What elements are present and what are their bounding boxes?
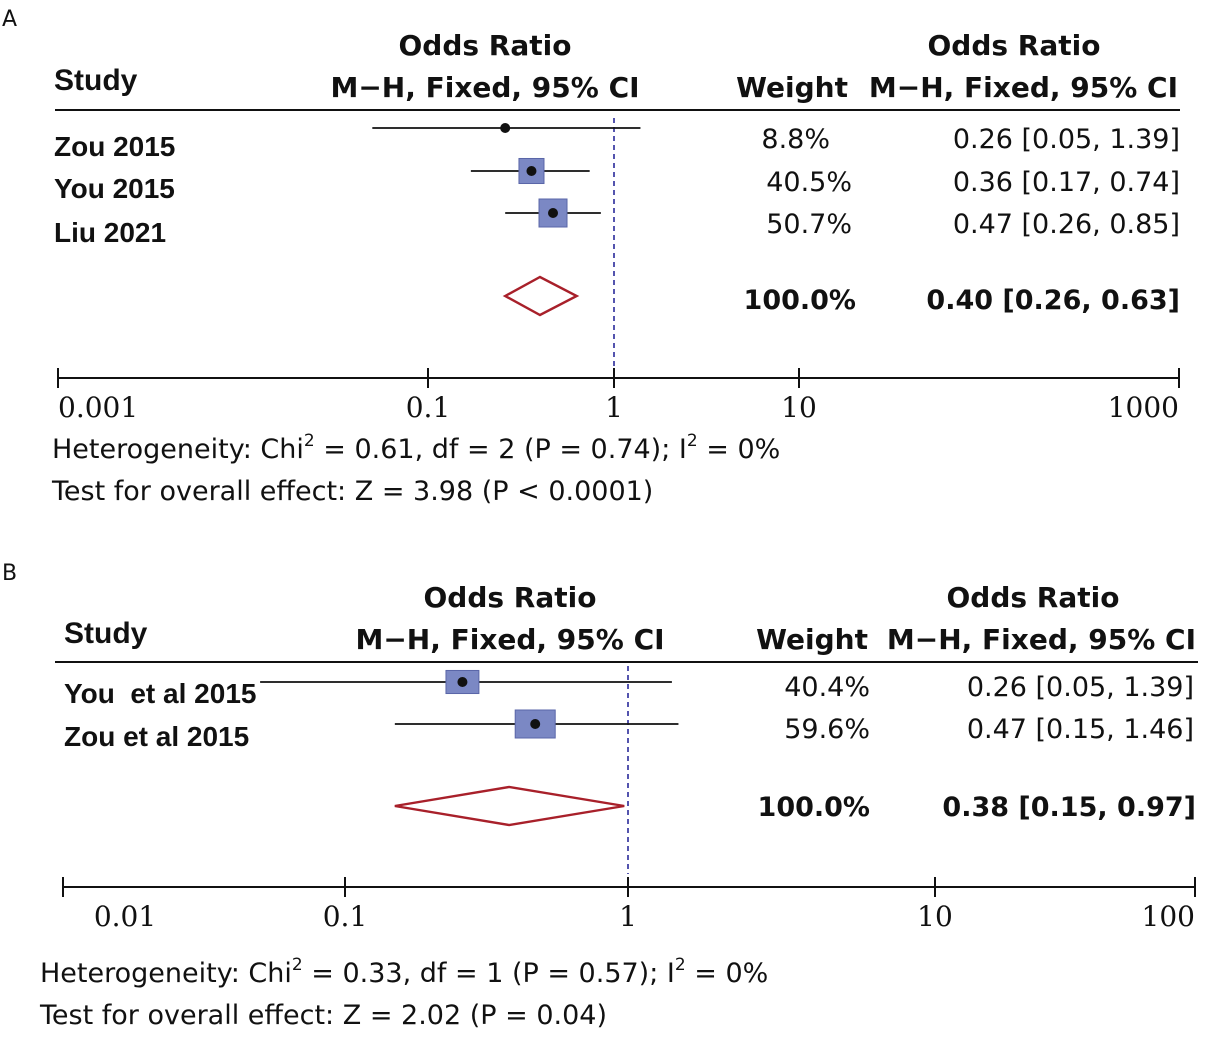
panel-b-study-name: Zou et al 2015 <box>64 721 249 752</box>
panel-b-heterogeneity-middle: = 0.33, df = 1 (P = 0.57); I <box>303 958 675 989</box>
panel-a-point-estimate <box>500 123 511 133</box>
panel-b-weight-value: 40.4% <box>784 672 870 703</box>
panel-b-tick-label: 0.01 <box>94 900 156 933</box>
panel-b-study-name: You et al 2015 <box>64 678 256 709</box>
panel-a-tick-label: 10 <box>781 391 817 424</box>
panel-a-plot-title-line1: Odds Ratio <box>399 29 572 62</box>
panel-a-tick-label: 1 <box>605 391 623 424</box>
panel-b-heterogeneity: Heterogeneity: Chi2 = 0.33, df = 1 (P = … <box>40 955 768 989</box>
panel-b-pooled-ci: 0.38 [0.15, 0.97] <box>942 792 1196 823</box>
panel-a-point-estimate <box>548 208 559 218</box>
panel-a-study-name: Zou 2015 <box>54 131 175 162</box>
panel-b-ci-title-line1: Odds Ratio <box>947 581 1120 614</box>
panel-a-ci-value: 0.26 [0.05, 1.39] <box>953 124 1180 155</box>
panel-a-pooled-weight: 100.0% <box>744 285 856 316</box>
panel-a-overall-effect: Test for overall effect: Z = 3.98 (P < 0… <box>51 476 653 507</box>
panel-b: B Odds Ratio M−H, Fixed, 95% CI Odds Rat… <box>2 561 1198 1031</box>
panel-b-ci-value: 0.47 [0.15, 1.46] <box>967 714 1194 745</box>
panel-a-heterogeneity-suffix: = 0% <box>698 434 781 465</box>
panel-a-pooled-ci: 0.40 [0.26, 0.63] <box>926 285 1180 316</box>
panel-a-heterogeneity: Heterogeneity: Chi2 = 0.61, df = 2 (P = … <box>52 431 780 465</box>
panel-a-plot-title-line2: M−H, Fixed, 95% CI <box>330 71 639 104</box>
panel-b-weight-header: Weight <box>756 623 868 656</box>
panel-a-ci-title-line2: M−H, Fixed, 95% CI <box>869 71 1178 104</box>
panel-a-point-estimate <box>526 166 537 176</box>
panel-b-letter: B <box>2 561 17 586</box>
panel-b-pooled-diamond <box>394 785 625 827</box>
panel-a-weight-value: 40.5% <box>766 167 852 198</box>
panel-b-ci-value: 0.26 [0.05, 1.39] <box>967 672 1194 703</box>
panel-b-tick-label: 1 <box>619 900 637 933</box>
panel-a-heterogeneity-sup2: 2 <box>687 431 698 451</box>
panel-b-heterogeneity-sup2: 2 <box>675 955 686 975</box>
panel-a-heterogeneity-prefix: Heterogeneity: Chi <box>52 434 304 465</box>
panel-a-weight-box <box>518 157 545 185</box>
panel-a-weight-value: 50.7% <box>766 209 852 240</box>
panel-b-heterogeneity-suffix: = 0% <box>686 958 769 989</box>
panel-a-study-name: Liu 2021 <box>54 217 166 248</box>
panel-b-pooled-weight: 100.0% <box>758 792 870 823</box>
panel-b-tick-label: 0.1 <box>323 900 368 933</box>
panel-a-study-header: Study <box>54 64 138 97</box>
panel-a-study-name: You 2015 <box>54 173 175 204</box>
panel-a-weight-header: Weight <box>736 71 848 104</box>
panel-b-tick-label: 100 <box>1142 900 1195 933</box>
panel-b-point-estimate <box>530 719 541 729</box>
panel-a-weight-value: 8.8% <box>761 124 830 155</box>
panel-b-study-header: Study <box>64 617 148 650</box>
panel-b-heterogeneity-sup1: 2 <box>292 955 303 975</box>
panel-a-tick-label: 1000 <box>1108 391 1179 424</box>
panel-b-heterogeneity-prefix: Heterogeneity: Chi <box>40 958 292 989</box>
panel-b-ci-title-line2: M−H, Fixed, 95% CI <box>887 623 1196 656</box>
panel-a-heterogeneity-sup1: 2 <box>304 431 315 451</box>
panel-a-heterogeneity-middle: = 0.61, df = 2 (P = 0.74); I <box>315 434 687 465</box>
panel-a-pooled-diamond <box>502 275 580 317</box>
panel-a-tick-label: 0.001 <box>58 391 138 424</box>
panel-a-ci-value: 0.47 [0.26, 0.85] <box>953 209 1180 240</box>
panel-b-point-estimate <box>457 677 468 687</box>
panel-b-plot-title-line2: M−H, Fixed, 95% CI <box>355 623 664 656</box>
panel-a-ci-value: 0.36 [0.17, 0.74] <box>953 167 1180 198</box>
panel-b-weight-value: 59.6% <box>784 714 870 745</box>
panel-a: A Odds Ratio M−H, Fixed, 95% CI Odds Rat… <box>2 7 1180 507</box>
panel-b-overall-effect: Test for overall effect: Z = 2.02 (P = 0… <box>39 1000 607 1031</box>
panel-b-plot-title-line1: Odds Ratio <box>424 581 597 614</box>
panel-a-tick-label: 0.1 <box>406 391 451 424</box>
panel-a-ci-title-line1: Odds Ratio <box>928 29 1101 62</box>
panel-a-letter: A <box>2 7 17 32</box>
panel-b-tick-label: 10 <box>917 900 953 933</box>
